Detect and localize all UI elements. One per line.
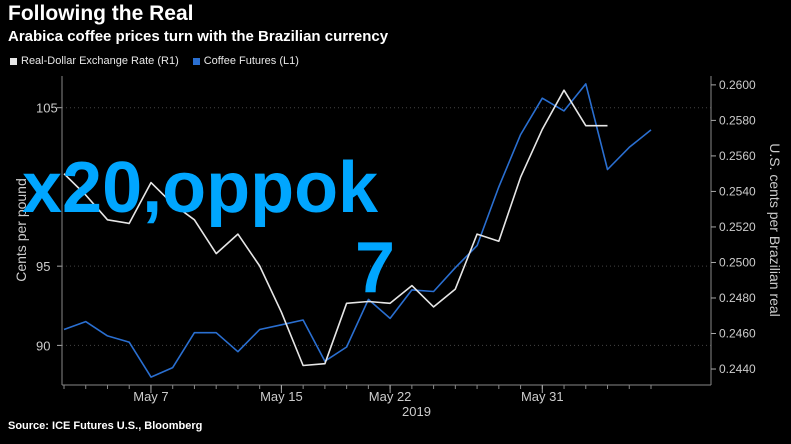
x-tick-label: May 22	[369, 389, 412, 404]
left-tick-label: 95	[36, 259, 50, 274]
right-tick-label: 0.2540	[719, 184, 756, 198]
series-line-exchange-rate	[63, 89, 608, 367]
right-tick-label: 0.2520	[719, 220, 756, 234]
x-tick-label: May 7	[133, 389, 168, 404]
right-tick-label: 0.2580	[719, 113, 756, 127]
right-tick-label: 0.2600	[719, 78, 756, 92]
right-tick-label: 0.2480	[719, 291, 756, 305]
legend-item-coffee-futures: Coffee Futures (L1)	[192, 55, 299, 67]
legend-swatch-exchange-rate	[10, 57, 17, 65]
x-axis-year-label: 2019	[402, 404, 431, 419]
source-note: Source: ICE Futures U.S., Bloomberg	[8, 420, 203, 432]
right-tick-label: 0.2440	[719, 362, 756, 376]
chart-title: Following the Real	[8, 2, 194, 25]
x-tick-label: May 15	[260, 389, 303, 404]
right-tick-label: 0.2560	[719, 149, 756, 163]
overlay-text-line2: 7	[355, 228, 396, 308]
legend-label-exchange-rate: Real-Dollar Exchange Rate (R1)	[21, 55, 179, 67]
overlay-text-line1: x20,oppok	[22, 148, 379, 228]
legend-swatch-coffee-futures	[192, 57, 200, 65]
series-line-coffee-futures	[63, 83, 652, 378]
right-axis-title: U.S. cents per Brazilian real	[767, 143, 783, 317]
right-tick-label: 0.2460	[719, 327, 756, 341]
chart-subtitle: Arabica coffee prices turn with the Braz…	[8, 28, 389, 45]
legend: Real-Dollar Exchange Rate (R1) Coffee Fu…	[10, 55, 299, 67]
legend-label-coffee-futures: Coffee Futures (L1)	[203, 55, 299, 67]
left-tick-label: 105	[36, 101, 58, 116]
legend-item-exchange-rate: Real-Dollar Exchange Rate (R1)	[10, 55, 179, 67]
left-axis-title: Cents per pound	[13, 178, 29, 282]
left-tick-label: 90	[36, 338, 50, 353]
right-tick-label: 0.2500	[719, 255, 756, 269]
x-tick-label: May 31	[521, 389, 564, 404]
